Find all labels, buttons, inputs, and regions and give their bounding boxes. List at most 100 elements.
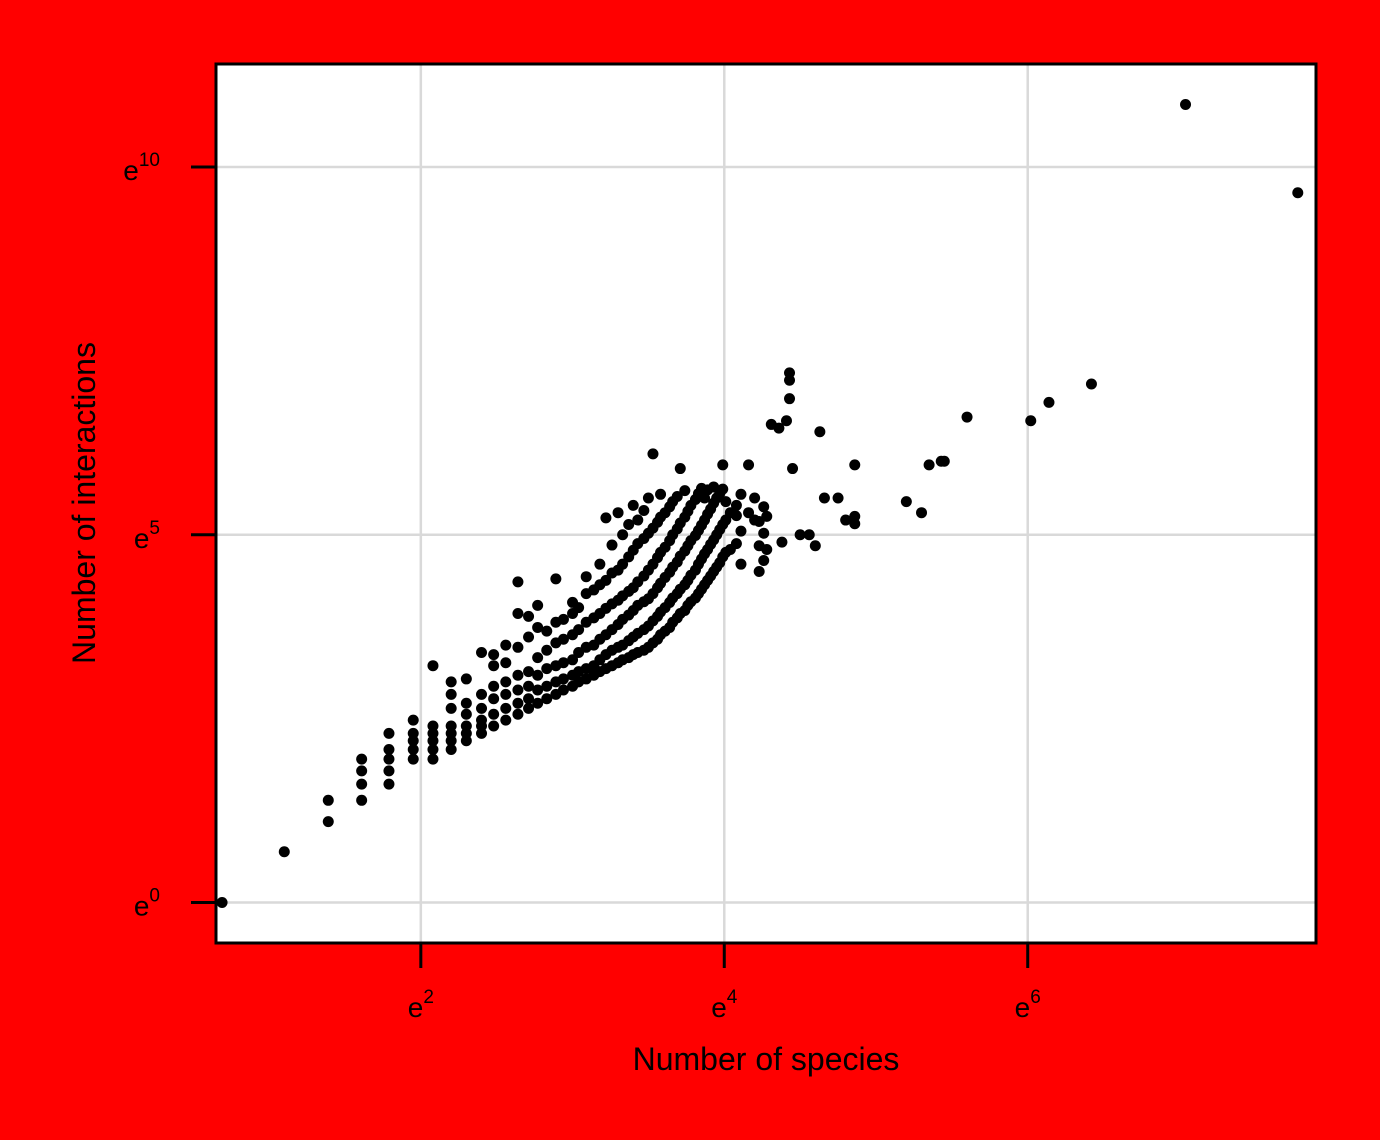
data-point	[512, 576, 524, 588]
data-point	[512, 641, 524, 653]
data-point	[512, 669, 524, 681]
data-point	[730, 510, 742, 522]
data-point	[278, 846, 290, 858]
data-point	[1085, 378, 1097, 390]
data-point	[735, 525, 747, 537]
data-point	[488, 660, 500, 672]
data-point	[780, 415, 792, 427]
y-tick-exponent: 0	[149, 886, 160, 907]
data-point	[500, 657, 512, 669]
data-point	[541, 693, 553, 705]
data-point	[1180, 98, 1192, 110]
data-point	[557, 657, 569, 669]
x-tick-label: e4	[711, 987, 738, 1023]
data-point	[557, 673, 569, 685]
data-point	[356, 794, 368, 806]
y-tick-base: e	[134, 523, 150, 554]
data-point	[523, 610, 535, 622]
data-point	[500, 702, 512, 714]
data-point	[758, 527, 770, 539]
data-point	[407, 714, 419, 726]
data-point	[773, 422, 785, 434]
y-tick-base: e	[134, 891, 150, 922]
data-point	[427, 753, 439, 765]
data-point	[445, 702, 457, 714]
data-point	[356, 753, 368, 765]
y-tick-exponent: 5	[149, 518, 160, 539]
data-point	[460, 673, 472, 685]
data-point	[735, 558, 747, 570]
data-point	[632, 514, 644, 526]
data-point	[383, 753, 395, 765]
data-point	[679, 485, 691, 497]
data-point	[923, 459, 935, 471]
data-point	[476, 646, 488, 658]
data-point	[523, 680, 535, 692]
data-point	[758, 555, 770, 567]
data-point	[730, 499, 742, 511]
data-point	[383, 778, 395, 790]
data-point	[523, 631, 535, 643]
plot-border	[214, 62, 1318, 945]
data-point	[671, 491, 683, 503]
x-tick-base: e	[408, 992, 424, 1023]
data-point	[849, 459, 861, 471]
data-point	[803, 529, 815, 541]
data-point	[849, 518, 861, 530]
data-point	[743, 507, 755, 519]
y-tick-exponent: 10	[139, 150, 160, 171]
data-point	[356, 765, 368, 777]
x-tick-exponent: 2	[423, 987, 434, 1008]
data-point	[743, 459, 755, 471]
data-point	[460, 697, 472, 709]
data-point	[573, 602, 585, 614]
data-point	[427, 720, 439, 732]
data-point	[541, 625, 553, 637]
data-point	[445, 720, 457, 732]
data-point	[407, 727, 419, 739]
data-point	[617, 529, 629, 541]
data-point	[488, 708, 500, 720]
data-point	[445, 744, 457, 756]
data-point	[784, 393, 796, 405]
data-point	[512, 607, 524, 619]
data-point	[532, 599, 544, 611]
data-point	[476, 702, 488, 714]
data-point	[623, 518, 635, 530]
y-tick-base: e	[123, 155, 139, 186]
data-point	[476, 714, 488, 726]
data-point	[512, 684, 524, 696]
data-point	[500, 714, 512, 726]
data-point	[717, 459, 729, 471]
data-point	[427, 660, 439, 672]
data-point	[557, 684, 569, 696]
data-point	[512, 697, 524, 709]
data-point	[322, 794, 334, 806]
data-point	[383, 744, 395, 756]
data-point	[523, 693, 535, 705]
data-point	[600, 574, 612, 586]
data-point	[627, 499, 639, 511]
data-point	[1292, 187, 1304, 199]
data-point	[460, 708, 472, 720]
data-point	[794, 529, 806, 541]
data-point	[216, 897, 228, 909]
data-point	[557, 633, 569, 645]
data-point	[761, 543, 773, 555]
data-point	[758, 501, 770, 513]
data-point	[814, 426, 826, 438]
data-point	[612, 507, 624, 519]
data-point	[580, 571, 592, 583]
data-point	[655, 488, 667, 500]
data-point	[642, 492, 654, 504]
x-axis: e2 e4 e6	[408, 943, 1041, 1023]
data-point	[460, 720, 472, 732]
data-point	[356, 778, 368, 790]
data-point	[407, 753, 419, 765]
data-point	[488, 649, 500, 661]
data-point	[674, 463, 686, 475]
data-point	[407, 744, 419, 756]
data-point	[600, 512, 612, 524]
